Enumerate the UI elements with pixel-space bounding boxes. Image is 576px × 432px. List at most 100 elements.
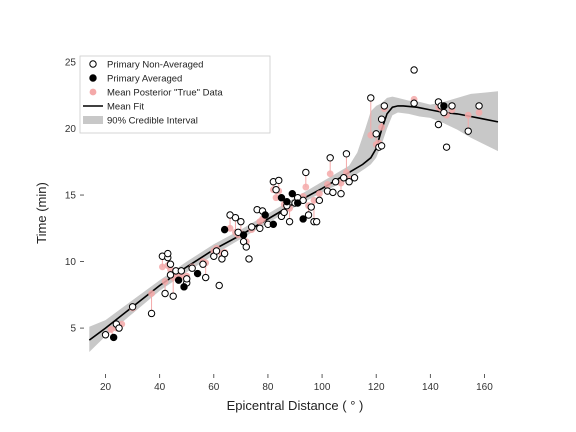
non-averaged-point (183, 275, 191, 283)
averaged-point (109, 333, 118, 342)
x-tick-label: 20 (100, 382, 112, 393)
non-averaged-point (410, 66, 418, 74)
averaged-point (299, 215, 307, 223)
legend-marker-credible-interval (83, 116, 103, 124)
y-tick-label: 10 (65, 257, 77, 268)
posterior-point (167, 266, 174, 273)
non-averaged-point (220, 249, 229, 258)
posterior-point (158, 263, 166, 271)
non-averaged-point (256, 224, 264, 233)
posterior-point (367, 131, 375, 139)
legend-label-non-averaged: Primary Non-Averaged (107, 60, 203, 71)
legend: Primary Non-Averaged Primary Averaged Me… (79, 55, 271, 134)
non-averaged-point (340, 174, 348, 182)
non-averaged-point (448, 102, 456, 110)
mean-fit-line (88, 105, 499, 341)
legend-label-credible-interval: 90% Credible Interval (107, 116, 198, 127)
posterior-point (343, 169, 350, 176)
non-averaged-point (166, 260, 175, 268)
non-averaged-point (242, 243, 250, 251)
posterior-point (324, 180, 331, 188)
non-averaged-point (237, 217, 245, 226)
averaged-point (239, 231, 248, 239)
non-averaged-point (372, 130, 380, 138)
non-averaged-point (199, 260, 207, 268)
posterior-point (302, 183, 310, 191)
non-averaged-point (215, 281, 223, 290)
averaged-point (283, 197, 291, 206)
non-averaged-point (329, 188, 337, 197)
credible-interval-layer (89, 91, 499, 353)
y-tick-label: 25 (65, 57, 77, 68)
non-averaged-point (272, 186, 280, 194)
non-averaged-point (440, 108, 448, 117)
posterior-point (326, 170, 334, 178)
non-averaged-point (177, 267, 186, 275)
legend-marker-averaged (89, 74, 97, 82)
averaged-point (193, 269, 202, 278)
non-averaged-point (434, 120, 443, 129)
legend-label-mean-fit: Mean Fit (107, 102, 144, 113)
x-tick-label: 60 (208, 382, 220, 393)
non-averaged-point (201, 273, 210, 282)
averaged-point (288, 190, 296, 198)
averaged-point (269, 220, 278, 229)
posterior-point (475, 109, 483, 116)
posterior-point (226, 224, 234, 232)
x-axis-label: Epicentral Distance ( ° ) (227, 398, 364, 413)
non-averaged-point (128, 303, 137, 311)
non-averaged-point (442, 143, 451, 151)
posterior-point (272, 194, 280, 202)
non-averaged-point (312, 217, 321, 226)
non-averaged-point (475, 102, 483, 110)
non-averaged-point (304, 211, 313, 219)
non-averaged-point (101, 331, 110, 339)
averaged-point (294, 199, 302, 207)
x-tick-label: 80 (262, 382, 274, 393)
non-averaged-point (331, 178, 340, 186)
non-averaged-point (377, 115, 386, 123)
non-averaged-point (302, 168, 310, 177)
non-averaged-point (345, 178, 353, 186)
non-averaged-point (350, 174, 359, 182)
non-averaged-point (247, 223, 256, 231)
posterior-point (337, 179, 345, 187)
averaged-point (174, 276, 183, 284)
non-averaged-points-layer (101, 66, 483, 339)
posterior-point (464, 111, 472, 119)
posterior-point (310, 196, 318, 204)
x-tick-label: 140 (422, 382, 439, 393)
credible-interval-band (89, 91, 499, 353)
non-averaged-point (231, 213, 240, 222)
non-averaged-point (380, 102, 389, 110)
y-tick-label: 15 (65, 191, 77, 202)
averaged-point (220, 225, 229, 234)
posterior-point (315, 190, 323, 198)
non-averaged-point (188, 264, 196, 272)
legend-label-averaged: Primary Averaged (107, 74, 182, 85)
non-averaged-point (115, 324, 123, 332)
posterior-point (378, 123, 386, 131)
y-tick-label: 5 (70, 324, 76, 335)
posterior-point (161, 278, 169, 285)
legend-label-posterior: Mean Posterior "True" Data (107, 88, 223, 99)
non-averaged-point (275, 176, 283, 185)
non-averaged-point (212, 247, 221, 255)
non-averaged-point (315, 196, 324, 205)
non-averaged-point (245, 255, 253, 263)
non-averaged-point (410, 99, 418, 107)
y-tick-label: 20 (65, 124, 77, 135)
non-averaged-point (367, 94, 375, 102)
posterior-link-layer (110, 97, 480, 338)
x-tick-label: 160 (476, 382, 493, 393)
legend-marker-non-averaged (89, 60, 97, 68)
mean-fit-layer (88, 105, 499, 341)
legend-marker-posterior (89, 88, 97, 96)
non-averaged-point (285, 217, 294, 226)
x-tick-label: 100 (314, 382, 331, 393)
non-averaged-point (342, 150, 351, 158)
averaged-point (261, 211, 269, 219)
non-averaged-point (377, 142, 386, 150)
